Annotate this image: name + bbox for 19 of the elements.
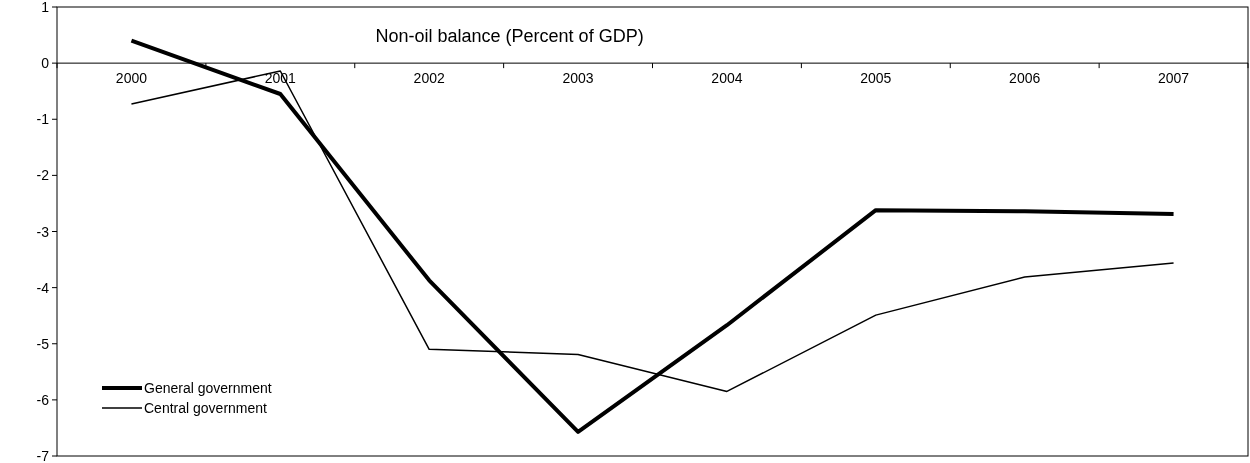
y-tick-label: -5: [36, 335, 50, 352]
y-tick-label: 1: [41, 0, 50, 15]
x-tick-label: 2004: [711, 70, 743, 87]
y-tick-label: -3: [36, 223, 50, 240]
y-tick-label: -1: [36, 111, 50, 128]
x-tick-label: 2002: [413, 70, 445, 87]
y-tick-label: -4: [36, 279, 50, 296]
y-tick-label: -7: [36, 448, 50, 463]
y-tick-label: 0: [41, 55, 50, 72]
y-tick-label: -2: [36, 167, 50, 184]
y-tick-label: -6: [36, 391, 50, 408]
legend-label: Central government: [144, 400, 268, 416]
x-tick-label: 2006: [1009, 70, 1041, 87]
x-tick-label: 2000: [115, 70, 148, 87]
x-tick-label: 2007: [1157, 70, 1190, 87]
x-tick-label: 2003: [562, 70, 594, 87]
text: Non-oil balance (Percent of GDP): [375, 26, 644, 46]
x-tick-label: 2005: [860, 70, 892, 87]
legend-label: General government: [144, 380, 272, 396]
